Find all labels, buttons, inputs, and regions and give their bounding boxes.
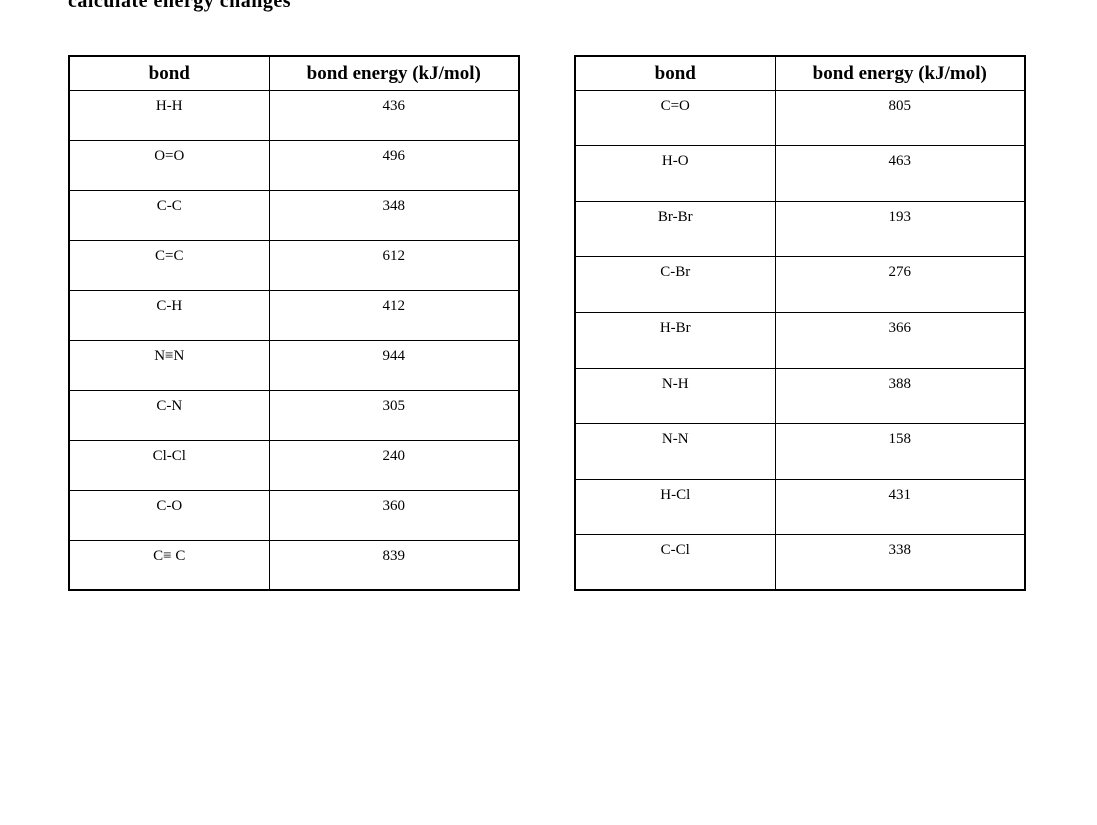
table-row: N-H 388 [575,368,1025,424]
tables-container: bond bond energy (kJ/mol) H-H 436 O=O 49… [0,13,1097,591]
table-row: N≡N 944 [69,340,519,390]
cell-energy: 276 [775,257,1025,313]
cell-energy: 612 [269,240,519,290]
table-row: C-Br 276 [575,257,1025,313]
cell-energy: 463 [775,146,1025,202]
cell-energy: 412 [269,290,519,340]
cell-bond: H-H [69,90,269,140]
table-row: C=C 612 [69,240,519,290]
header-bond: bond [69,56,269,90]
table-row: Cl-Cl 240 [69,440,519,490]
bond-energy-table-left: bond bond energy (kJ/mol) H-H 436 O=O 49… [68,55,520,591]
cell-bond: H-O [575,146,775,202]
cell-energy: 366 [775,312,1025,368]
cell-bond: C-Br [575,257,775,313]
cell-energy: 436 [269,90,519,140]
cell-energy: 805 [775,90,1025,146]
table-row: N-N 158 [575,424,1025,480]
cell-bond: C=C [69,240,269,290]
cell-energy: 360 [269,490,519,540]
table-header-row: bond bond energy (kJ/mol) [575,56,1025,90]
cell-bond: Cl-Cl [69,440,269,490]
cell-energy: 338 [775,535,1025,591]
table-row: C-C 348 [69,190,519,240]
table-row: C-O 360 [69,490,519,540]
cell-bond: H-Cl [575,479,775,535]
cell-bond: C-N [69,390,269,440]
bond-energy-table-right: bond bond energy (kJ/mol) C=O 805 H-O 46… [574,55,1026,591]
table-row: H-O 463 [575,146,1025,202]
table-header-row: bond bond energy (kJ/mol) [69,56,519,90]
table-row: Br-Br 193 [575,201,1025,257]
cell-bond: C-C [69,190,269,240]
table-row: H-H 436 [69,90,519,140]
table-row: H-Cl 431 [575,479,1025,535]
cell-energy: 305 [269,390,519,440]
cell-bond: C-Cl [575,535,775,591]
page-title: calculate energy changes [0,0,1097,13]
cell-bond: C≡ C [69,540,269,590]
header-energy: bond energy (kJ/mol) [269,56,519,90]
cell-bond: C=O [575,90,775,146]
header-bond: bond [575,56,775,90]
cell-bond: C-H [69,290,269,340]
cell-bond: N-H [575,368,775,424]
cell-bond: Br-Br [575,201,775,257]
table-row: C=O 805 [575,90,1025,146]
table-row: C-N 305 [69,390,519,440]
table-row: C-H 412 [69,290,519,340]
cell-energy: 839 [269,540,519,590]
header-energy: bond energy (kJ/mol) [775,56,1025,90]
cell-energy: 431 [775,479,1025,535]
cell-energy: 388 [775,368,1025,424]
cell-energy: 158 [775,424,1025,480]
table-row: H-Br 366 [575,312,1025,368]
cell-energy: 496 [269,140,519,190]
cell-bond: O=O [69,140,269,190]
table-row: O=O 496 [69,140,519,190]
table-row: C-Cl 338 [575,535,1025,591]
cell-energy: 193 [775,201,1025,257]
cell-bond: C-O [69,490,269,540]
cell-energy: 348 [269,190,519,240]
cell-energy: 944 [269,340,519,390]
cell-energy: 240 [269,440,519,490]
table-row: C≡ C 839 [69,540,519,590]
cell-bond: N≡N [69,340,269,390]
cell-bond: N-N [575,424,775,480]
cell-bond: H-Br [575,312,775,368]
